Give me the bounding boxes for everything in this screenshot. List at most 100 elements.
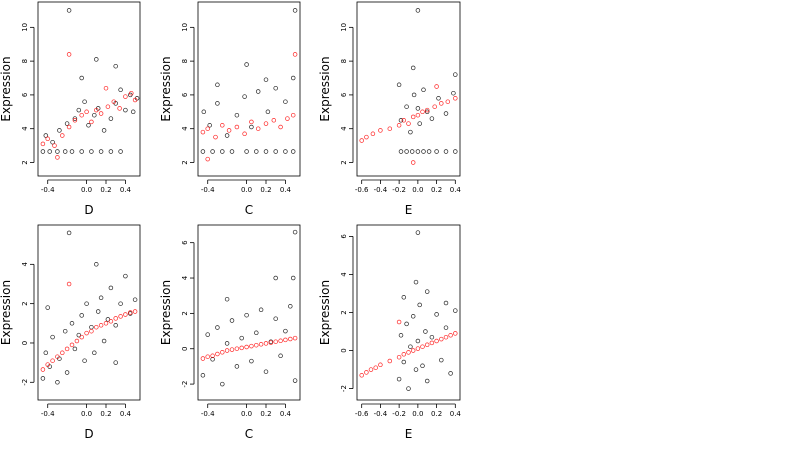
data-point [424,342,430,348]
data-point [200,373,206,378]
data-point [101,338,107,344]
x-tick-label: 0.2 [100,186,111,194]
data-point [215,351,220,357]
data-point [368,367,374,372]
data-point [406,386,411,391]
data-point [263,77,269,82]
data-point [265,109,271,115]
data-point [396,354,402,360]
y-tick-label: 6 [340,234,348,239]
data-point [448,333,453,338]
data-point [290,149,296,154]
data-point [420,344,425,349]
scatter-panel-1: -0.4 0.0 0.2 0.4 2 4 6 8 10 D Expression [0,1,141,217]
data-point [396,319,402,325]
data-point [398,118,404,123]
data-point [132,309,138,314]
data-point [224,348,230,353]
data-point [132,97,138,103]
x-tick-label: -0.6 [355,410,369,418]
data-point [82,99,87,104]
x-tick-label: 0.2 [260,410,271,418]
x-tick-label: 0.4 [120,186,132,194]
data-point [210,353,215,359]
data-point [62,149,68,154]
data-point [123,107,128,113]
y-tick-label: 0 [181,347,189,351]
data-point [55,354,60,359]
data-point [200,129,206,135]
data-point [95,309,101,314]
data-point [205,126,210,131]
data-point [263,341,269,346]
data-point [401,359,407,365]
data-point [283,99,288,104]
y-tick-label: 2 [21,301,29,305]
data-point [292,378,298,383]
data-point [432,104,437,109]
data-point [201,109,207,115]
x-tick-label: 0.4 [450,410,462,418]
scatter-panel-2: -0.4 0.0 0.2 0.4 2 4 6 8 10 C Expression [159,1,301,217]
y-tick-label: 4 [181,126,189,131]
data-point [234,364,240,369]
data-point [108,116,114,121]
x-tick-label: -0.2 [392,186,406,194]
data-point [52,143,57,148]
y-tick-label: 6 [340,92,348,97]
data-point [118,314,123,319]
scatter-panel-3: -0.6 -0.4 -0.2 0.0 0.2 0.4 2 4 6 8 10 E Expression [318,1,461,217]
data-point [258,307,264,313]
data-point [292,8,298,13]
y-axis-title: Expression [0,280,13,345]
data-point [410,348,416,353]
data-point [103,321,109,326]
data-point [439,357,444,363]
data-point [263,149,269,154]
data-point [62,328,68,334]
data-point [429,334,435,340]
data-point [417,302,422,308]
data-point [89,328,94,334]
data-point [69,321,75,326]
x-axis-title: C [245,203,253,217]
data-point [423,329,428,334]
data-point [98,111,104,116]
data-point [398,149,404,154]
x-tick-label: -0.2 [392,410,406,418]
data-point [55,149,60,154]
data-point [226,128,232,133]
data-point [215,101,220,106]
data-point [443,334,449,340]
data-point [40,141,46,147]
data-point [40,149,46,154]
data-point [364,134,369,140]
data-point [410,65,416,71]
y-tick-label: 0 [21,341,29,345]
data-point [439,336,444,342]
data-point [263,369,269,374]
data-point [66,52,72,57]
y-tick-label: 2 [340,310,348,314]
data-point [60,133,65,138]
plot-frame [37,224,141,401]
data-point [72,116,78,121]
data-point [448,371,453,376]
x-tick-label: -0.4 [374,410,388,418]
data-point [43,133,49,138]
data-point [113,323,118,328]
data-point [453,331,458,336]
data-point [205,156,210,162]
data-point [66,124,72,130]
data-point [98,323,104,328]
data-point [292,229,298,235]
data-point [290,75,296,81]
data-point [413,367,419,372]
data-point [89,119,94,125]
data-point [429,340,435,346]
data-point [290,275,296,281]
data-point [396,82,402,88]
data-point [239,345,244,351]
data-point [434,149,439,154]
data-point [130,109,136,115]
